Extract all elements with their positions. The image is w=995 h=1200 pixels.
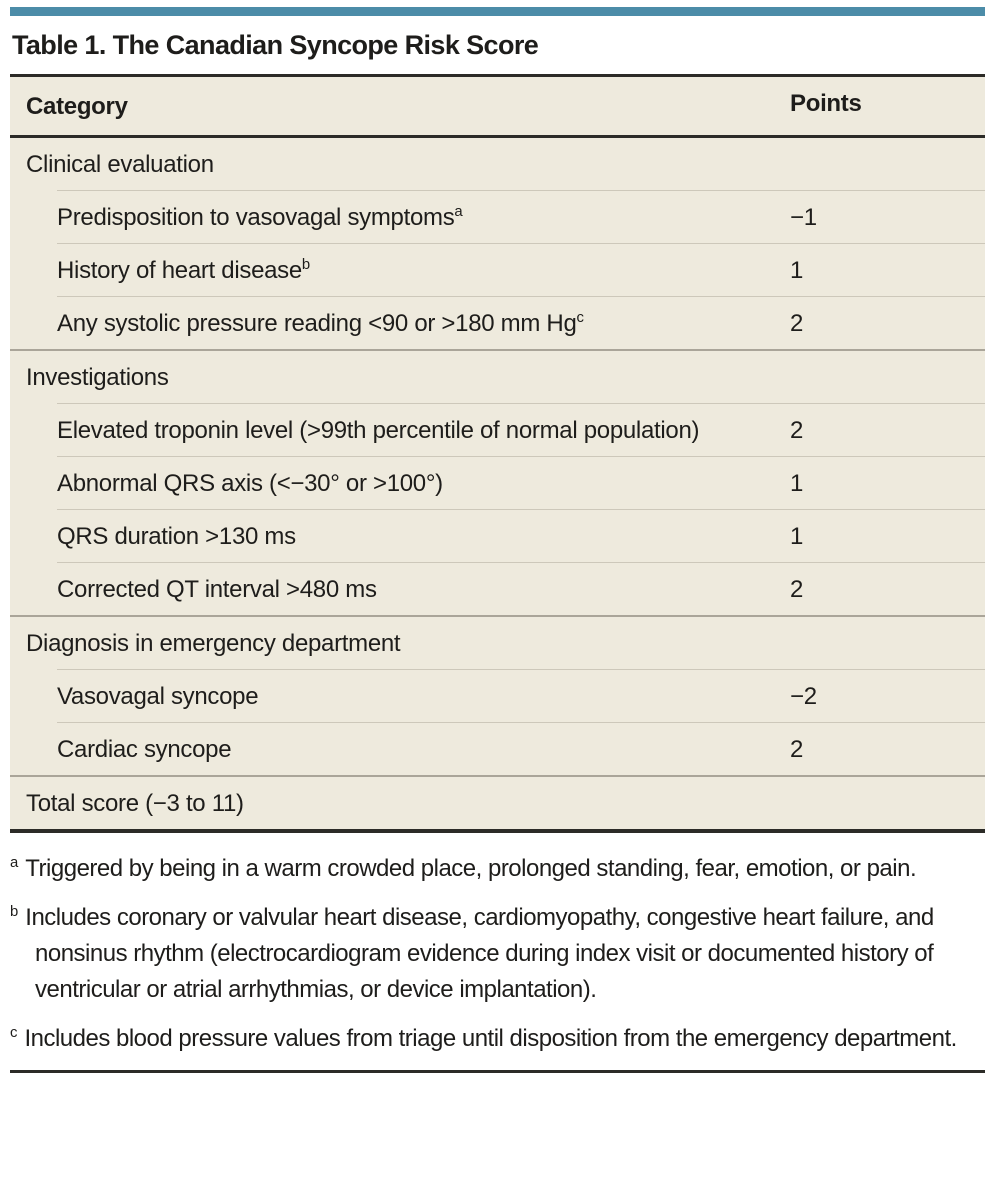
footnotes: a Triggered by being in a warm crowded pl… xyxy=(10,833,985,1057)
footnote-b: b Includes coronary or valvular heart dis… xyxy=(10,900,985,1008)
total-score-row: Total score (−3 to 11) xyxy=(10,774,985,829)
table-row: Cardiac syncope 2 xyxy=(57,721,985,775)
column-header-category: Category xyxy=(26,92,128,120)
section-rows: Predisposition to vasovagal symptomsa −1… xyxy=(57,189,985,349)
row-label: Cardiac syncope xyxy=(57,735,232,763)
table-title: Table 1. The Canadian Syncope Risk Score xyxy=(12,30,539,60)
row-points: 2 xyxy=(790,309,804,337)
table-header-row: Category Points xyxy=(10,77,985,138)
row-points: 1 xyxy=(790,469,804,497)
bottom-rule xyxy=(10,1069,985,1073)
row-label: Elevated troponin level (>99th percentil… xyxy=(57,416,700,444)
row-label: Predisposition to vasovagal symptoms xyxy=(57,203,455,231)
row-points: 2 xyxy=(790,575,804,603)
row-points: 1 xyxy=(790,522,804,550)
table-row: Vasovagal syncope −2 xyxy=(57,668,985,722)
section-rows: Elevated troponin level (>99th percentil… xyxy=(57,402,985,615)
section-header-label: Investigations xyxy=(26,363,169,391)
risk-score-table: Category Points Clinical evaluation Pred… xyxy=(10,73,985,833)
table-row: Elevated troponin level (>99th percentil… xyxy=(57,402,985,456)
footnote-marker: c xyxy=(10,1024,18,1041)
section-header-label: Diagnosis in emergency department xyxy=(26,629,401,657)
footnote-marker: b xyxy=(10,903,19,920)
footnote-c: c Includes blood pressure values from tri… xyxy=(10,1021,985,1057)
footnote-marker-ref: a xyxy=(454,203,463,220)
section-header-row: Diagnosis in emergency department xyxy=(10,614,985,669)
row-points: 1 xyxy=(790,256,804,284)
row-label: QRS duration >130 ms xyxy=(57,522,296,550)
footnote-text: Includes blood pressure values from tria… xyxy=(24,1024,957,1052)
column-header-points: Points xyxy=(790,89,862,117)
footnote-text: Triggered by being in a warm crowded pla… xyxy=(25,854,917,882)
total-score-label: Total score (−3 to 11) xyxy=(26,789,244,817)
row-label: Any systolic pressure reading <90 or >18… xyxy=(57,309,577,337)
row-label: Abnormal QRS axis (<−30° or >100°) xyxy=(57,469,443,497)
row-label: History of heart disease xyxy=(57,256,302,284)
accent-bar xyxy=(10,7,985,16)
page: Table 1. The Canadian Syncope Risk Score… xyxy=(10,7,985,1073)
row-label: Corrected QT interval >480 ms xyxy=(57,575,377,603)
table-row: QRS duration >130 ms 1 xyxy=(57,508,985,562)
table-row: Abnormal QRS axis (<−30° or >100°) 1 xyxy=(57,455,985,509)
section-header-label: Clinical evaluation xyxy=(26,150,214,178)
section-rows: Vasovagal syncope −2 Cardiac syncope 2 xyxy=(57,668,985,775)
section-header-row: Investigations xyxy=(10,348,985,403)
table-row: Corrected QT interval >480 ms 2 xyxy=(57,561,985,615)
table-row: Any systolic pressure reading <90 or >18… xyxy=(57,295,985,349)
row-points: 2 xyxy=(790,735,804,763)
footnote-marker-ref: b xyxy=(301,256,311,273)
row-points: −2 xyxy=(790,682,817,710)
table-row: Predisposition to vasovagal symptomsa −1 xyxy=(57,189,985,243)
footnote-text: Includes coronary or valvular heart dise… xyxy=(25,903,934,1003)
footnote-marker: a xyxy=(10,854,19,871)
row-points: 2 xyxy=(790,416,804,444)
footnote-marker-ref: c xyxy=(576,309,584,326)
row-points: −1 xyxy=(790,203,817,231)
footnote-a: a Triggered by being in a warm crowded pl… xyxy=(10,851,985,887)
section-header-row: Clinical evaluation xyxy=(10,138,985,190)
table-row: History of heart diseaseb 1 xyxy=(57,242,985,296)
row-label: Vasovagal syncope xyxy=(57,682,259,710)
